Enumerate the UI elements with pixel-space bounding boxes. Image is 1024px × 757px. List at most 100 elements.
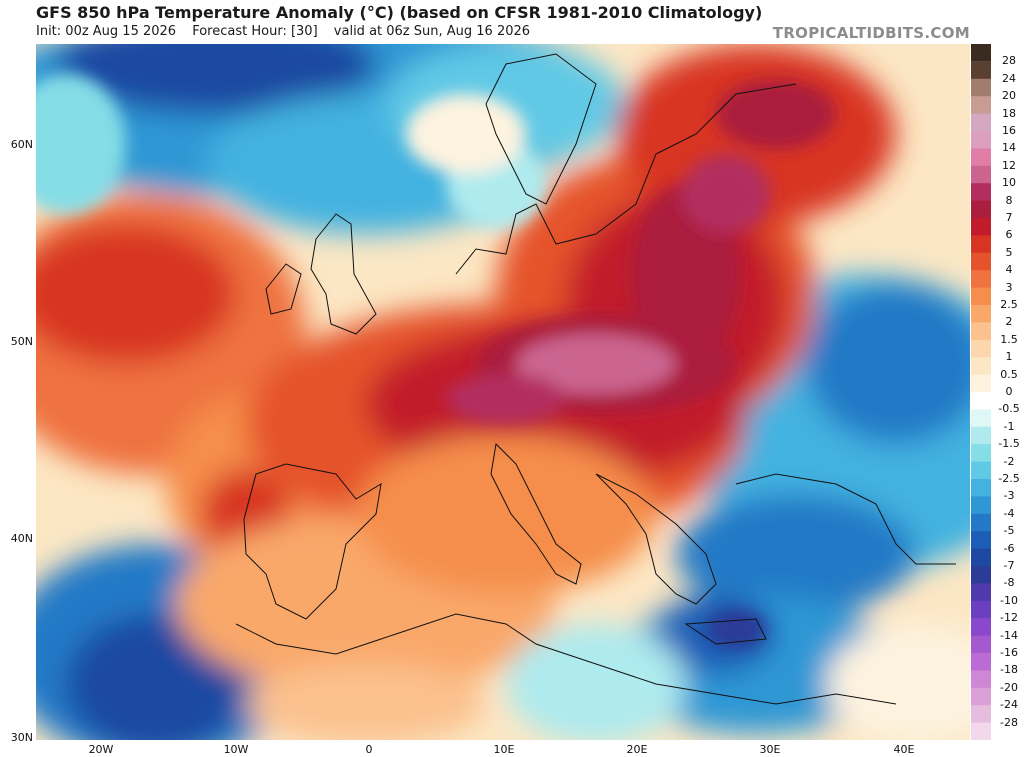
brand-watermark: TROPICALTIDBITS.COM (772, 24, 970, 42)
colorbar-label: -16 (1000, 646, 1018, 659)
colorbar-cell (971, 687, 991, 706)
colorbar-label: 4 (1005, 263, 1013, 277)
lon-label-0: 0 (365, 743, 373, 756)
colorbar-label: 28 (1002, 54, 1016, 68)
colorbar-cell (971, 322, 991, 341)
colorbar-label: 18 (1002, 106, 1016, 120)
colorbar-cell (971, 600, 991, 619)
colorbar-cell (971, 635, 991, 654)
colorbar-label: -1 (1003, 419, 1015, 433)
colorbar-cell (971, 131, 991, 149)
colorbar-cell (971, 705, 991, 724)
map-subtitle: Init: 00z Aug 15 2026 Forecast Hour: [30… (36, 24, 542, 39)
colorbar-label: -0.5 (998, 402, 1020, 416)
colorbar-cell (971, 461, 991, 480)
anomaly-map (36, 44, 970, 740)
valid-time: valid at 06z Sun, Aug 16 2026 (333, 24, 531, 39)
colorbar-cell (971, 339, 991, 358)
colorbar-cell (971, 61, 991, 80)
colorbar-cell (971, 183, 991, 202)
colorbar-cell (971, 200, 991, 219)
lon-label-30e: 30E (759, 743, 781, 756)
colorbar-label: -4 (1003, 506, 1015, 520)
colorbar-label: 12 (1002, 158, 1016, 172)
colorbar-cell (971, 531, 991, 550)
colorbar-label: -1.5 (998, 437, 1020, 451)
colorbar-cell (971, 409, 991, 428)
colorbar-label: -10 (1000, 593, 1018, 607)
colorbar (971, 44, 991, 740)
colorbar-label: 6 (1005, 228, 1013, 242)
colorbar-label: -12 (1000, 611, 1018, 625)
colorbar-cell (971, 618, 991, 637)
colorbar-label: -14 (1000, 628, 1018, 642)
init-time: Init: 00z Aug 15 2026 (36, 24, 177, 39)
colorbar-label: 2 (1005, 315, 1013, 329)
colorbar-label: 16 (1002, 124, 1016, 137)
colorbar-label: 5 (1005, 245, 1013, 259)
colorbar-label: 14 (1002, 141, 1016, 155)
colorbar-label: -2.5 (998, 472, 1020, 485)
colorbar-cell (971, 653, 991, 671)
colorbar-label: 3 (1005, 280, 1013, 294)
anomaly-field (36, 44, 970, 740)
colorbar-cell (971, 270, 991, 289)
colorbar-cell (971, 513, 991, 532)
colorbar-cell (971, 113, 991, 132)
map-title: GFS 850 hPa Temperature Anomaly (°C) (ba… (36, 3, 763, 22)
colorbar-cell (971, 357, 991, 376)
lon-label-20e: 20E (626, 743, 648, 756)
coastlines (235, 53, 956, 705)
lat-label-50n: 50N (10, 335, 33, 348)
colorbar-cell (971, 374, 991, 393)
colorbar-cell (971, 305, 991, 323)
colorbar-cell (971, 148, 991, 167)
colorbar-cell (971, 96, 991, 115)
colorbar-label: -5 (1003, 524, 1015, 538)
colorbar-cell (971, 252, 991, 271)
lat-label-60n: 60N (10, 138, 33, 151)
colorbar-cell (971, 287, 991, 306)
colorbar-label: 0 (1005, 385, 1013, 398)
forecast-hour: Forecast Hour: [30] (192, 24, 318, 39)
colorbar-cell (971, 496, 991, 515)
colorbar-label: 0.5 (1000, 367, 1018, 381)
colorbar-cell (971, 566, 991, 584)
colorbar-cell (971, 426, 991, 445)
colorbar-cell (971, 392, 991, 410)
colorbar-label: -24 (1000, 698, 1018, 712)
colorbar-cell (971, 548, 991, 567)
colorbar-label: 24 (1002, 71, 1016, 85)
colorbar-cell (971, 218, 991, 236)
colorbar-label: -2 (1003, 454, 1015, 468)
colorbar-label: 20 (1002, 89, 1016, 103)
colorbar-cell (971, 670, 991, 689)
colorbar-label: -6 (1003, 541, 1015, 555)
colorbar-label: 1 (1005, 350, 1013, 364)
colorbar-cell (971, 722, 991, 740)
colorbar-label: -20 (1000, 680, 1018, 694)
colorbar-label: -28 (1000, 715, 1018, 729)
colorbar-cell (971, 444, 991, 463)
colorbar-cell (971, 78, 991, 97)
colorbar-label: 1.5 (1000, 332, 1018, 346)
colorbar-label: -8 (1003, 576, 1015, 590)
colorbar-label: 2.5 (1000, 298, 1018, 311)
colorbar-cell (971, 235, 991, 254)
colorbar-label: 8 (1005, 193, 1013, 207)
colorbar-cell-top (971, 44, 991, 62)
colorbar-label: 10 (1002, 176, 1016, 190)
colorbar-label: 7 (1005, 211, 1013, 224)
colorbar-label: -7 (1003, 559, 1015, 572)
colorbar-cell (971, 479, 991, 497)
lon-label-10e: 10E (493, 743, 515, 756)
lon-label-20w: 20W (88, 743, 114, 756)
colorbar-label: -18 (1000, 663, 1018, 677)
lat-label-30n: 30N (10, 731, 33, 744)
colorbar-cell (971, 583, 991, 602)
lon-label-10w: 10W (223, 743, 249, 756)
colorbar-label: -3 (1003, 489, 1015, 503)
lon-label-40e: 40E (893, 743, 915, 756)
lat-label-40n: 40N (10, 532, 33, 545)
colorbar-cell (971, 165, 991, 184)
